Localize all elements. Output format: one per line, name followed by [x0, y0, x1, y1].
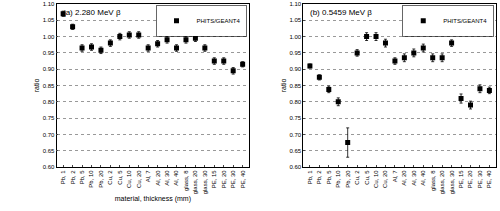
svg-text:Al, 30: Al, 30: [411, 170, 417, 186]
svg-text:Pb, 5: Pb, 5: [326, 170, 332, 185]
svg-text:0.95: 0.95: [43, 50, 55, 56]
svg-text:0.70: 0.70: [290, 132, 302, 138]
svg-text:PE, 20: PE, 20: [221, 170, 227, 189]
svg-text:Cu, 2: Cu, 2: [354, 170, 360, 185]
svg-text:0.80: 0.80: [43, 99, 55, 105]
svg-text:(a) 2.280 MeV β: (a) 2.280 MeV β: [63, 8, 121, 17]
svg-text:PHITS/GEANT4: PHITS/GEANT4: [197, 18, 241, 24]
svg-text:glass, 20: glass, 20: [192, 170, 198, 195]
svg-text:PE, 40: PE, 40: [486, 170, 492, 189]
svg-text:0.75: 0.75: [290, 115, 302, 121]
svg-text:PE, 20: PE, 20: [467, 170, 473, 189]
svg-text:ratio: ratio: [33, 79, 40, 93]
svg-text:0.65: 0.65: [290, 148, 302, 154]
svg-text:1.10: 1.10: [43, 1, 55, 7]
svg-text:0.65: 0.65: [43, 148, 55, 154]
svg-text:Pb, 2: Pb, 2: [70, 170, 76, 185]
svg-text:0.80: 0.80: [290, 99, 302, 105]
svg-text:Pb, 20: Pb, 20: [345, 170, 351, 188]
svg-text:0.95: 0.95: [290, 50, 302, 56]
svg-text:material, thickness (mm): material, thickness (mm): [115, 195, 191, 203]
svg-text:PE, 15: PE, 15: [211, 170, 217, 189]
svg-text:glass, 8: glass, 8: [430, 170, 436, 191]
svg-text:PE, 15: PE, 15: [458, 170, 464, 189]
svg-text:0.85: 0.85: [290, 83, 302, 89]
svg-text:Al, 7: Al, 7: [392, 170, 398, 183]
svg-text:Al, 7: Al, 7: [145, 170, 151, 183]
svg-text:Al, 20: Al, 20: [155, 170, 161, 186]
svg-text:Al, 40: Al, 40: [420, 170, 426, 186]
svg-text:ratio: ratio: [280, 79, 287, 93]
svg-text:0.75: 0.75: [43, 115, 55, 121]
svg-text:0.60: 0.60: [43, 164, 55, 170]
svg-text:1.05: 1.05: [290, 17, 302, 23]
svg-text:1.00: 1.00: [43, 34, 55, 40]
svg-text:0.70: 0.70: [43, 132, 55, 138]
svg-text:Al, 20: Al, 20: [401, 170, 407, 186]
svg-text:(b) 0.5459 MeV β: (b) 0.5459 MeV β: [310, 8, 372, 17]
svg-text:Pb, 5: Pb, 5: [79, 170, 85, 185]
svg-text:Cu, 5: Cu, 5: [117, 170, 123, 185]
svg-text:Cu, 5: Cu, 5: [364, 170, 370, 185]
svg-text:glass, 30: glass, 30: [449, 170, 455, 195]
svg-text:PE, 40: PE, 40: [240, 170, 246, 189]
svg-text:Al, 40: Al, 40: [173, 170, 179, 186]
svg-text:1.05: 1.05: [43, 17, 55, 23]
svg-text:Cu, 20: Cu, 20: [382, 170, 388, 188]
svg-text:0.90: 0.90: [43, 66, 55, 72]
svg-text:Pb, 10: Pb, 10: [335, 170, 341, 188]
svg-text:Pb, 20: Pb, 20: [98, 170, 104, 188]
svg-text:1.00: 1.00: [290, 34, 302, 40]
svg-text:glass, 8: glass, 8: [183, 170, 189, 191]
svg-text:Cu, 2: Cu, 2: [107, 170, 113, 185]
svg-text:Pb, 10: Pb, 10: [88, 170, 94, 188]
svg-text:Pb, 1: Pb, 1: [307, 170, 313, 185]
svg-text:glass, 20: glass, 20: [439, 170, 445, 195]
svg-text:Pb, 1: Pb, 1: [60, 170, 66, 185]
svg-text:Cu, 10: Cu, 10: [126, 170, 132, 188]
svg-text:0.85: 0.85: [43, 83, 55, 89]
svg-text:PE, 30: PE, 30: [230, 170, 236, 189]
svg-text:0.90: 0.90: [290, 66, 302, 72]
svg-text:1.10: 1.10: [290, 1, 302, 7]
svg-text:Pb, 2: Pb, 2: [316, 170, 322, 185]
svg-text:Cu, 10: Cu, 10: [373, 170, 379, 188]
svg-text:PE, 30: PE, 30: [477, 170, 483, 189]
svg-text:Al, 30: Al, 30: [164, 170, 170, 186]
svg-text:0.60: 0.60: [290, 164, 302, 170]
svg-text:Cu, 20: Cu, 20: [136, 170, 142, 188]
svg-text:PHITS/GEANT4: PHITS/GEANT4: [443, 18, 487, 24]
svg-text:glass, 30: glass, 30: [202, 170, 208, 195]
